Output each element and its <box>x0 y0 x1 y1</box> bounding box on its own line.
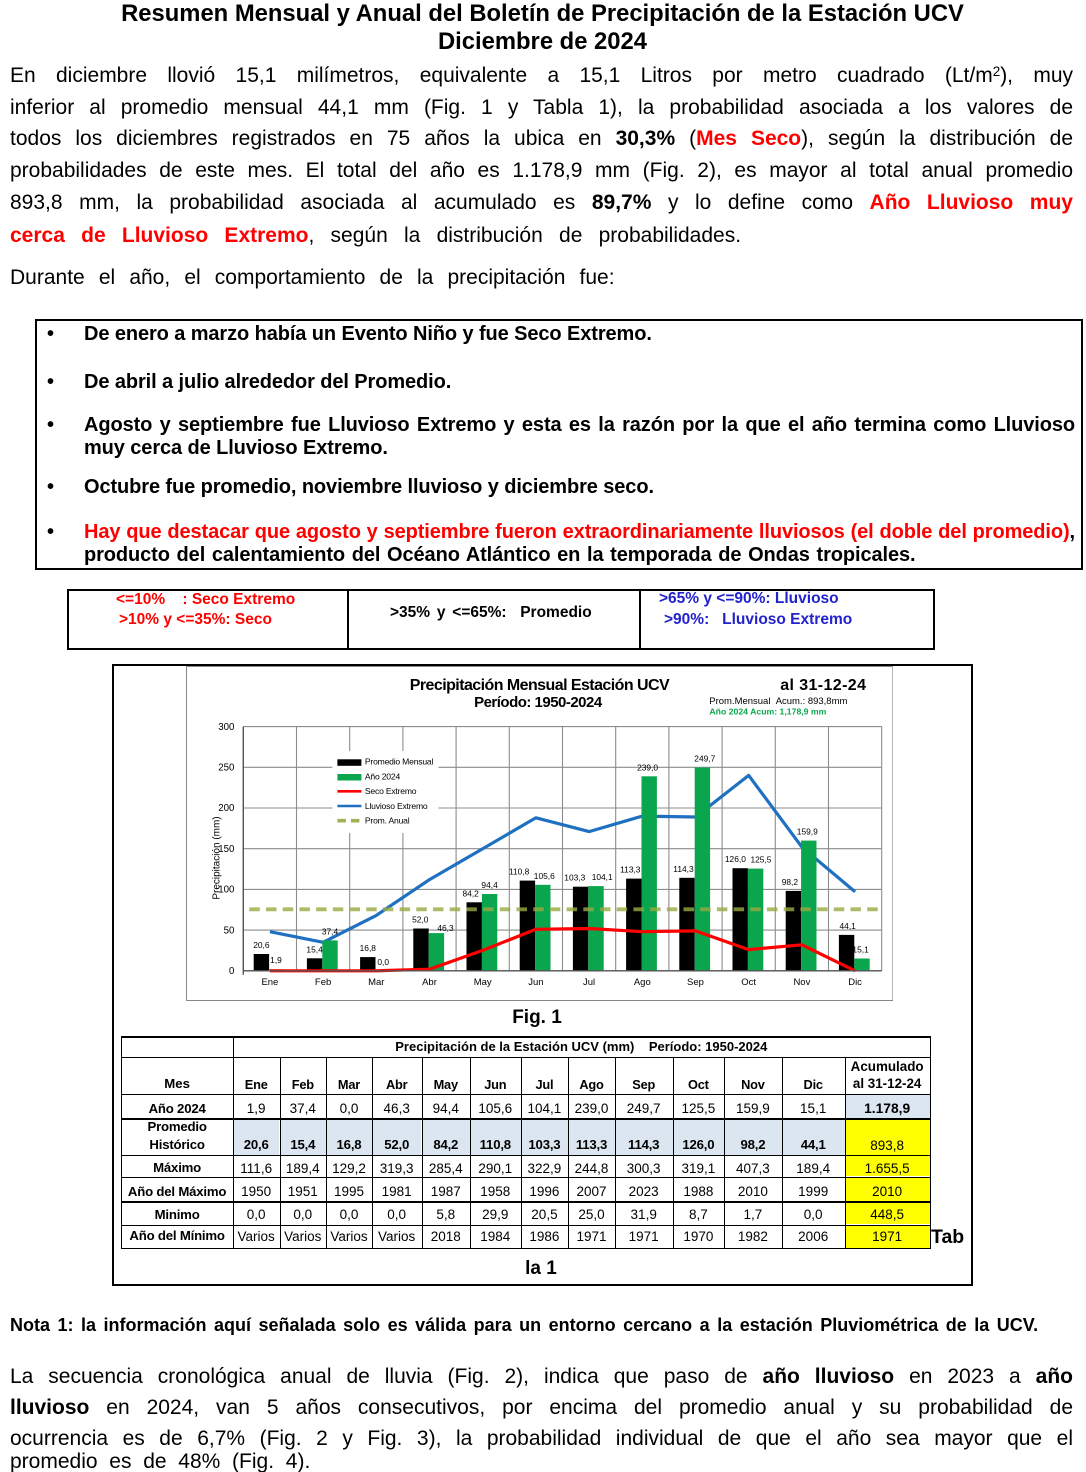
svg-text:105,6: 105,6 <box>533 871 554 881</box>
svg-text:Lluvioso Extremo: Lluvioso Extremo <box>364 801 427 811</box>
svg-text:159,9: 159,9 <box>796 827 817 837</box>
svg-text:1,9: 1,9 <box>270 955 282 965</box>
svg-text:May: May <box>473 977 491 988</box>
svg-text:0: 0 <box>229 966 235 977</box>
svg-text:200: 200 <box>218 803 235 814</box>
svg-text:15,4: 15,4 <box>306 944 323 954</box>
svg-text:Mar: Mar <box>368 977 384 988</box>
svg-text:Prom.Mensual Acum.: 893,8mm: Prom.Mensual Acum.: 893,8mm <box>709 696 847 707</box>
svg-text:Seco Extremo: Seco Extremo <box>364 786 416 796</box>
svg-text:150: 150 <box>218 844 235 855</box>
svg-text:0,0: 0,0 <box>377 957 389 967</box>
svg-text:Año 2024 Acum: 1,178,9 mm: Año 2024 Acum: 1,178,9 mm <box>709 706 826 716</box>
svg-text:Oct: Oct <box>741 977 756 988</box>
svg-text:al 31-12-24: al 31-12-24 <box>780 677 866 694</box>
svg-text:46,3: 46,3 <box>437 923 454 933</box>
svg-text:Abr: Abr <box>422 977 437 988</box>
svg-text:Jul: Jul <box>583 977 595 988</box>
svg-text:249,7: 249,7 <box>694 754 715 764</box>
svg-text:Año 2024: Año 2024 <box>364 771 400 781</box>
svg-text:Nov: Nov <box>793 977 810 988</box>
svg-text:113,3: 113,3 <box>620 865 641 875</box>
svg-text:52,0: 52,0 <box>412 914 429 924</box>
svg-text:50: 50 <box>223 925 234 936</box>
svg-text:Promedio Mensual: Promedio Mensual <box>364 757 433 767</box>
svg-text:Precipitación (mm): Precipitación (mm) <box>211 816 222 899</box>
svg-text:98,2: 98,2 <box>781 877 798 887</box>
svg-text:20,6: 20,6 <box>253 940 270 950</box>
svg-text:103,3: 103,3 <box>564 873 585 883</box>
svg-text:104,1: 104,1 <box>591 872 612 882</box>
svg-text:Precipitación Mensual Estación: Precipitación Mensual Estación UCV <box>409 677 669 694</box>
svg-text:300: 300 <box>218 722 235 733</box>
svg-text:94,4: 94,4 <box>481 880 498 890</box>
svg-text:16,8: 16,8 <box>359 943 376 953</box>
svg-text:44,1: 44,1 <box>839 921 856 931</box>
svg-text:110,8: 110,8 <box>509 867 530 877</box>
svg-text:Dic: Dic <box>848 977 862 988</box>
svg-text:Sep: Sep <box>687 977 704 988</box>
svg-text:125,5: 125,5 <box>750 855 771 865</box>
svg-text:Ene: Ene <box>261 977 278 988</box>
svg-text:37,4: 37,4 <box>321 926 338 936</box>
svg-text:Jun: Jun <box>528 977 543 988</box>
svg-text:114,3: 114,3 <box>673 864 694 874</box>
svg-text:250: 250 <box>218 763 235 774</box>
svg-text:100: 100 <box>218 885 235 896</box>
svg-text:126,0: 126,0 <box>725 854 746 864</box>
svg-text:239,0: 239,0 <box>637 762 658 772</box>
svg-text:Feb: Feb <box>315 977 331 988</box>
svg-text:15,1: 15,1 <box>852 944 869 954</box>
svg-text:Período: 1950-2024: Período: 1950-2024 <box>474 694 603 711</box>
svg-text:Prom. Anual: Prom. Anual <box>364 816 409 826</box>
svg-text:84,2: 84,2 <box>462 888 479 898</box>
svg-text:Ago: Ago <box>633 977 650 988</box>
